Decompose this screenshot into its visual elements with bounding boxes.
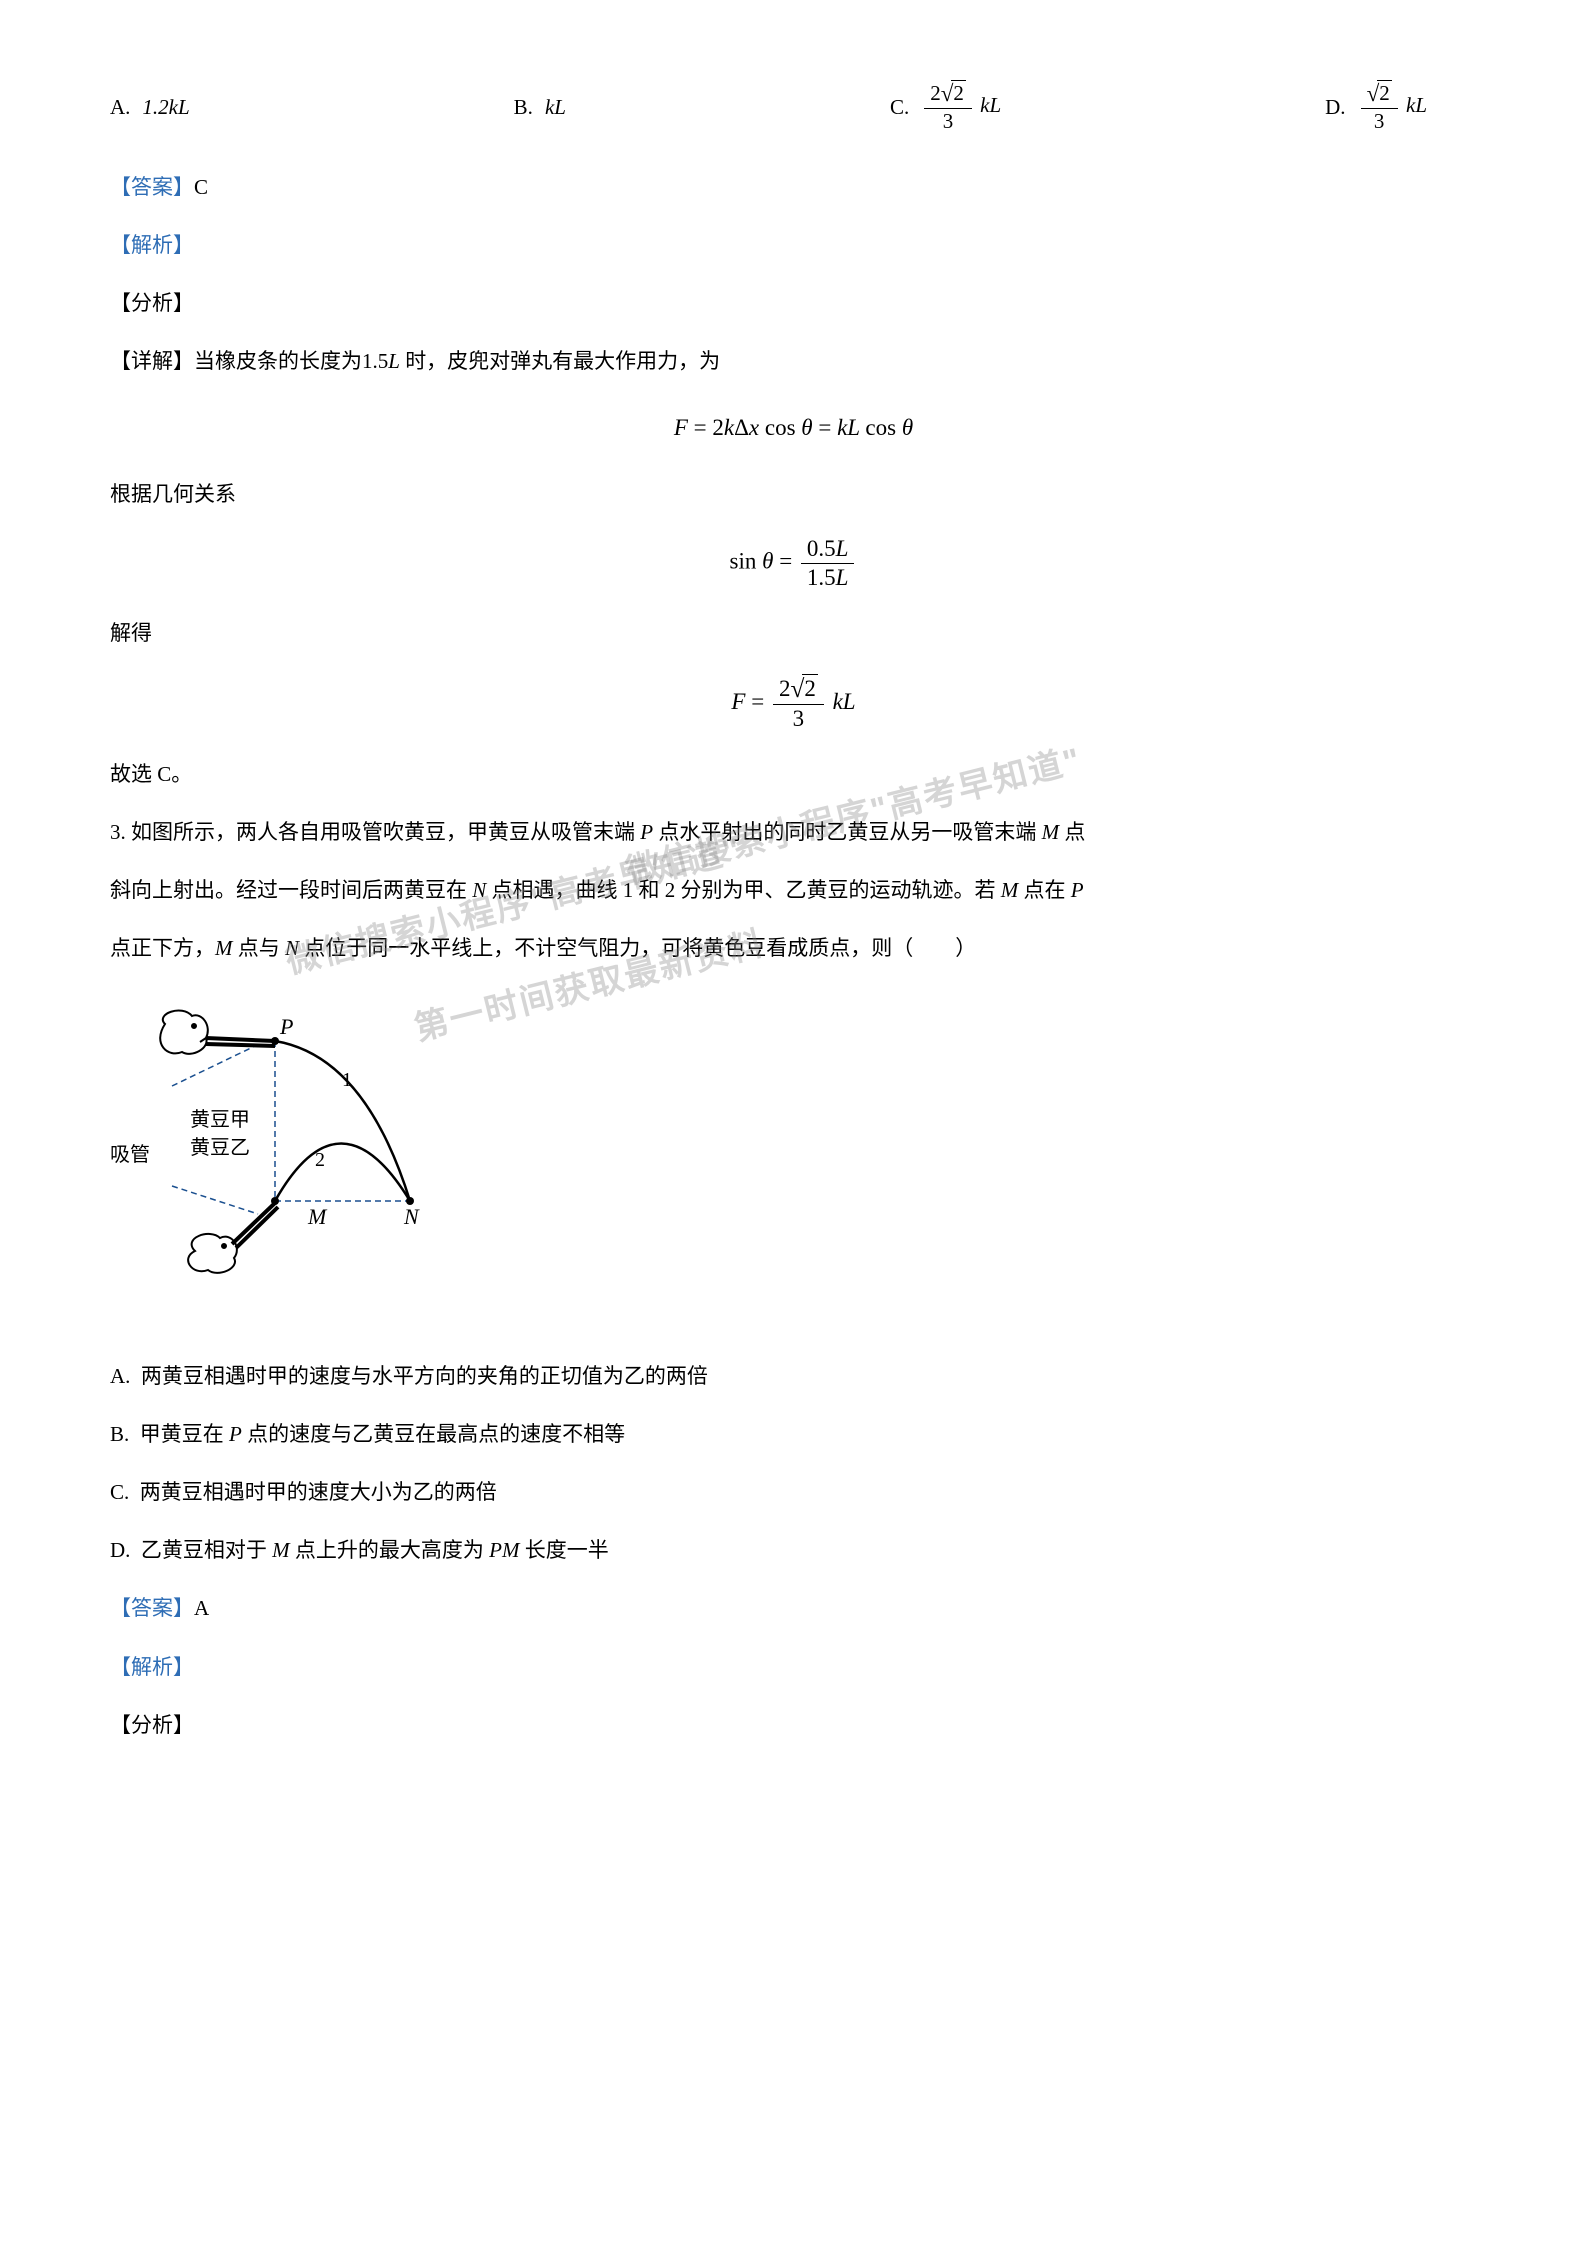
q2-formula3: F = 2√2 3 kL xyxy=(110,674,1477,733)
option-label: A. xyxy=(110,84,130,130)
coef: 2 xyxy=(779,675,791,703)
answer-value: C xyxy=(194,175,208,199)
q3-option-a: A. 两黄豆相遇时甲的速度与水平方向的夹角的正切值为乙的两倍 xyxy=(110,1353,1477,1399)
suffix: kL xyxy=(980,93,1001,117)
q2-answer: 【答案】C xyxy=(110,164,1477,210)
option-label: D. xyxy=(1325,84,1345,130)
option-label: B. xyxy=(514,84,533,130)
q2-option-b: B. kL xyxy=(514,84,566,130)
fenxi-label: 【分析】 xyxy=(110,291,194,315)
q2-options-row: A. 1.2kL B. kL C. 2√2 3 kL D. √2 3 kL xyxy=(110,80,1477,134)
option-formula: √2 3 kL xyxy=(1358,80,1427,134)
denominator: 3 xyxy=(1368,109,1391,134)
q3-option-b: B. 甲黄豆在 P 点的速度与乙黄豆在最高点的速度不相等 xyxy=(110,1411,1477,1457)
q3-analysis: 【解析】 xyxy=(110,1644,1477,1690)
q3-line3: 点正下方，M 点与 N 点位于同一水平线上，不计空气阻力，可将黄色豆看成质点，则… xyxy=(110,925,1477,971)
option-formula: 2√2 3 kL xyxy=(921,80,1001,134)
q2-option-c: C. 2√2 3 kL xyxy=(890,80,1001,134)
answer-value: A xyxy=(194,1596,209,1620)
q3-fenxi: 【分析】 xyxy=(110,1702,1477,1748)
q3-diagram: P M N 1 2 吸管 黄豆甲 黄豆乙 xyxy=(110,996,1477,1292)
denominator: 3 xyxy=(787,705,811,733)
label-2: 2 xyxy=(315,1149,325,1171)
q2-geom: 根据几何关系 xyxy=(110,471,1477,517)
sqrt-val: 2 xyxy=(802,674,818,703)
q3-line2: 斜向上射出。经过一段时间后两黄豆在 N 点相遇，曲线 1 和 2 分别为甲、乙黄… xyxy=(110,867,1477,913)
q3-line1: 3. 如图所示，两人各自用吸管吹黄豆，甲黄豆从吸管末端 P 点水平射出的同时乙黄… xyxy=(110,809,1477,855)
q2-solve: 解得 xyxy=(110,610,1477,656)
option-label: C. xyxy=(890,84,909,130)
option-text: 1.2kL xyxy=(142,84,189,130)
analysis-label: 【解析】 xyxy=(110,1655,194,1679)
q3-option-d: D. 乙黄豆相对于 M 点上升的最大高度为 PM 长度一半 xyxy=(110,1527,1477,1573)
q3-number: 3. xyxy=(110,820,126,844)
label-bean2: 黄豆乙 xyxy=(190,1136,250,1159)
q2-analysis: 【解析】 xyxy=(110,222,1477,268)
q2-option-a: A. 1.2kL xyxy=(110,84,190,130)
label-P: P xyxy=(279,1014,293,1039)
label-1: 1 xyxy=(342,1069,352,1091)
sqrt-val: 2 xyxy=(951,80,966,106)
label-M: M xyxy=(307,1204,328,1229)
label-straw: 吸管 xyxy=(110,1143,150,1166)
q2-detail: 【详解】当橡皮条的长度为1.5L 时，皮兜对弹丸有最大作用力，为 xyxy=(110,338,1477,384)
detail-text: 当橡皮条的长度为1.5L 时，皮兜对弹丸有最大作用力，为 xyxy=(194,349,720,373)
coef: 2 xyxy=(930,81,941,106)
fenxi-label: 【分析】 xyxy=(110,1713,194,1737)
answer-label: 【答案】 xyxy=(110,175,194,199)
q3-text-block: 微信搜索小程序"高考早知道" 微信搜索小程序"高考早知道" 第一时间获取最新资料… xyxy=(110,809,1477,972)
q2-formula1: F = 2kΔx cos θ = kL cos θ xyxy=(110,403,1477,454)
q3-option-c: C. 两黄豆相遇时甲的速度大小为乙的两倍 xyxy=(110,1469,1477,1515)
detail-label: 【详解】 xyxy=(110,349,194,373)
label-bean1: 黄豆甲 xyxy=(190,1108,250,1131)
analysis-label: 【解析】 xyxy=(110,233,194,257)
option-text: kL xyxy=(545,84,566,130)
label-N: N xyxy=(403,1204,420,1229)
suffix: kL xyxy=(1406,93,1427,117)
diagram-svg: P M N 1 2 吸管 黄豆甲 黄豆乙 xyxy=(110,996,520,1276)
q2-fenxi: 【分析】 xyxy=(110,280,1477,326)
q2-option-d: D. √2 3 kL xyxy=(1325,80,1427,134)
q2-conclusion: 故选 C。 xyxy=(110,751,1477,797)
q2-formula2: sin θ = 0.5L 1.5L xyxy=(110,535,1477,591)
answer-label: 【答案】 xyxy=(110,1596,194,1620)
suffix: kL xyxy=(833,689,856,714)
q3-answer: 【答案】A xyxy=(110,1585,1477,1631)
denominator: 3 xyxy=(937,109,960,134)
sqrt-val: 2 xyxy=(1377,80,1392,106)
